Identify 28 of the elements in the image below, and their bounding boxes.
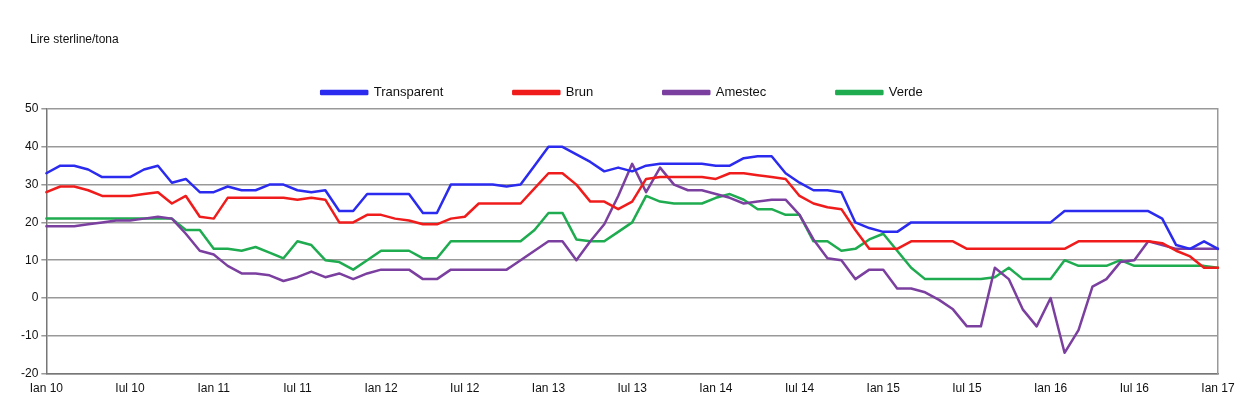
y-tick-label: 0 [31,290,39,305]
x-tick-label: Ian 14 [699,381,733,396]
x-tick-label: Iul 15 [952,381,982,396]
legend-label: Amestec [715,84,767,100]
x-tick-label: Iul 16 [1119,381,1150,396]
legend-label: Brun [565,84,594,100]
x-tick-label: Ian 15 [866,381,901,396]
x-tick-label: Iul 13 [617,381,648,396]
x-tick-label: Ian 12 [364,381,399,396]
y-tick-label: 40 [24,139,39,154]
y-tick-label: 10 [24,252,39,267]
x-tick-label: Ian 16 [1033,381,1068,396]
legend-label: Verde [888,84,923,100]
x-tick-label: Iul 12 [450,381,480,396]
x-tick-label: Ian 10 [29,381,64,396]
y-tick-label: 50 [24,101,39,116]
legend-label: Transparent [373,84,444,100]
x-tick-label: Ian 13 [531,381,566,396]
y-tick-label: 20 [24,214,39,229]
y-tick-label: -20 [21,365,39,380]
x-tick-label: Iul 11 [283,381,312,396]
x-tick-label: Ian 17 [1201,381,1235,396]
y-tick-label: 30 [24,176,39,191]
y-tick-label: -10 [21,328,39,343]
y-axis-title: Lire sterline/tona [30,32,120,47]
x-tick-label: Iul 10 [115,381,146,396]
x-tick-label: Ian 11 [197,381,231,396]
x-tick-label: Iul 14 [784,381,815,396]
